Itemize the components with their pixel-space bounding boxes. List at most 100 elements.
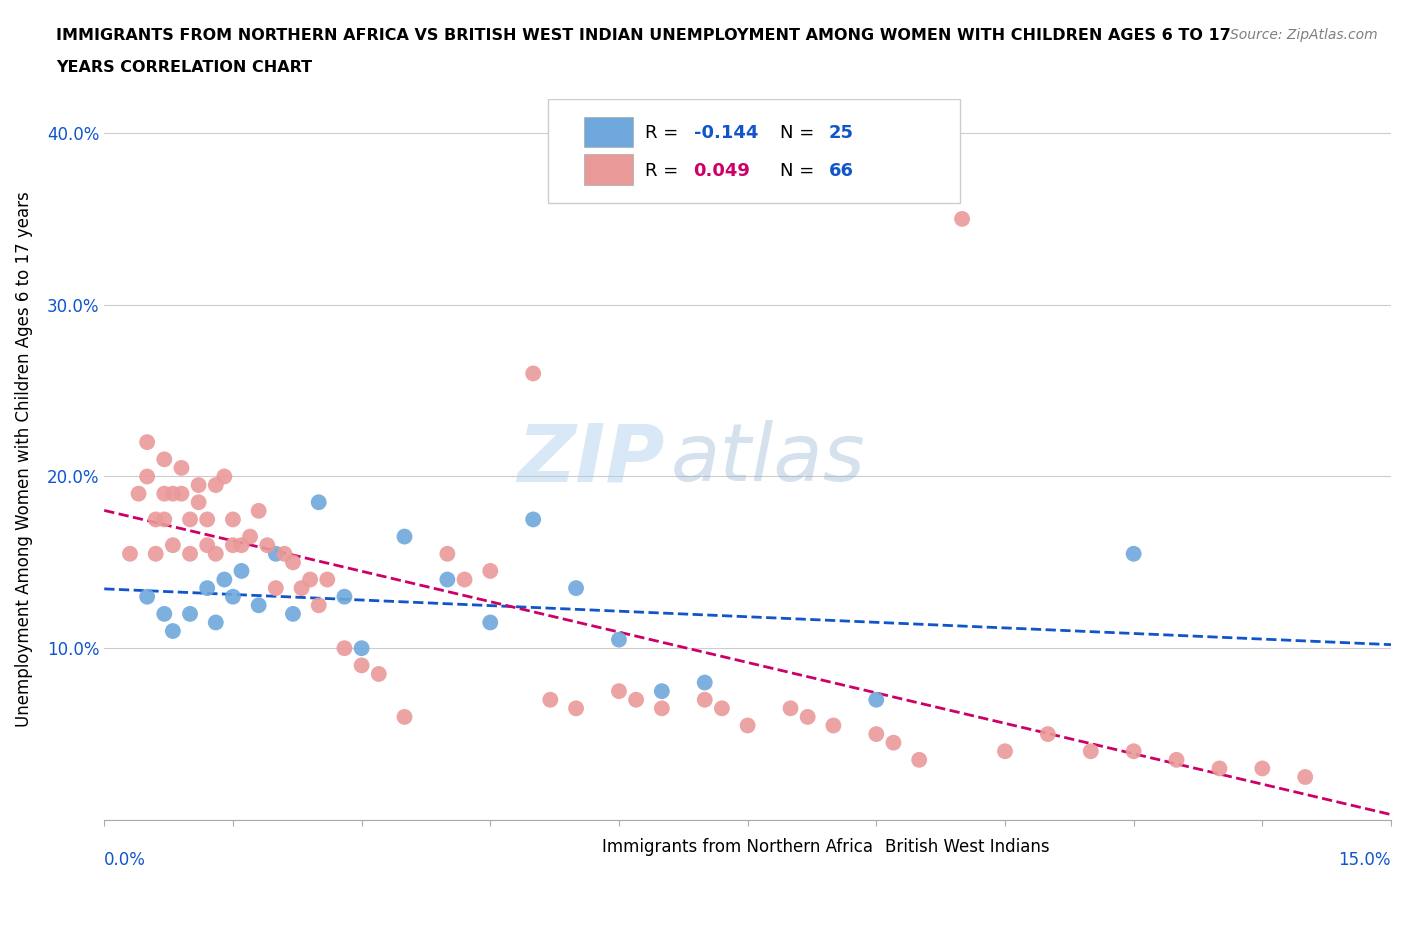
Text: R =: R = bbox=[645, 162, 683, 180]
Point bbox=[187, 478, 209, 493]
Point bbox=[162, 486, 184, 501]
Text: -0.144: -0.144 bbox=[693, 124, 758, 142]
Point bbox=[737, 718, 759, 733]
Point bbox=[179, 512, 201, 527]
Point bbox=[1122, 744, 1144, 759]
Point bbox=[823, 718, 845, 733]
Point bbox=[179, 546, 201, 561]
FancyBboxPatch shape bbox=[561, 836, 593, 857]
Point bbox=[204, 615, 226, 630]
Point bbox=[479, 615, 502, 630]
Point bbox=[118, 546, 141, 561]
Point bbox=[153, 512, 176, 527]
Point bbox=[231, 564, 253, 578]
Point bbox=[453, 572, 475, 587]
Point bbox=[882, 736, 904, 751]
Point bbox=[1294, 769, 1316, 784]
Point bbox=[607, 684, 630, 698]
Point bbox=[281, 606, 304, 621]
Point bbox=[651, 701, 673, 716]
Text: YEARS CORRELATION CHART: YEARS CORRELATION CHART bbox=[56, 60, 312, 75]
Point bbox=[222, 538, 245, 552]
Point bbox=[153, 486, 176, 501]
Text: 66: 66 bbox=[828, 162, 853, 180]
Text: British West Indians: British West Indians bbox=[886, 838, 1050, 856]
Point bbox=[239, 529, 262, 544]
Point bbox=[350, 641, 373, 656]
Point bbox=[565, 701, 588, 716]
Point bbox=[247, 503, 270, 518]
Point bbox=[153, 606, 176, 621]
Point bbox=[994, 744, 1017, 759]
Point bbox=[195, 538, 218, 552]
Point bbox=[162, 624, 184, 639]
Point bbox=[333, 641, 356, 656]
Point bbox=[538, 692, 561, 707]
Point bbox=[179, 606, 201, 621]
Point bbox=[170, 486, 193, 501]
FancyBboxPatch shape bbox=[548, 99, 960, 204]
Point bbox=[273, 546, 295, 561]
Point bbox=[565, 580, 588, 595]
Point bbox=[367, 667, 389, 682]
Point bbox=[350, 658, 373, 672]
Point bbox=[264, 546, 287, 561]
Point bbox=[204, 546, 226, 561]
Point bbox=[299, 572, 322, 587]
FancyBboxPatch shape bbox=[844, 836, 876, 857]
Point bbox=[204, 478, 226, 493]
Point bbox=[1251, 761, 1274, 776]
Point bbox=[522, 512, 544, 527]
Point bbox=[436, 546, 458, 561]
Point bbox=[1208, 761, 1230, 776]
Point bbox=[1080, 744, 1102, 759]
Point bbox=[1166, 752, 1188, 767]
Point bbox=[394, 710, 416, 724]
Point bbox=[195, 512, 218, 527]
Text: N =: N = bbox=[780, 162, 820, 180]
Point bbox=[231, 538, 253, 552]
Text: atlas: atlas bbox=[671, 420, 865, 498]
Point bbox=[908, 752, 931, 767]
Point bbox=[865, 726, 887, 741]
Point bbox=[187, 495, 209, 510]
Point bbox=[195, 580, 218, 595]
FancyBboxPatch shape bbox=[585, 117, 633, 147]
Point bbox=[247, 598, 270, 613]
Text: Immigrants from Northern Africa: Immigrants from Northern Africa bbox=[602, 838, 873, 856]
Point bbox=[394, 529, 416, 544]
Point bbox=[136, 590, 159, 604]
Point bbox=[136, 469, 159, 484]
Text: IMMIGRANTS FROM NORTHERN AFRICA VS BRITISH WEST INDIAN UNEMPLOYMENT AMONG WOMEN : IMMIGRANTS FROM NORTHERN AFRICA VS BRITI… bbox=[56, 28, 1232, 43]
Point bbox=[693, 675, 716, 690]
Point bbox=[950, 211, 973, 226]
Point bbox=[693, 692, 716, 707]
Point bbox=[1122, 546, 1144, 561]
Text: 15.0%: 15.0% bbox=[1339, 851, 1391, 869]
Point bbox=[316, 572, 339, 587]
Point bbox=[865, 692, 887, 707]
Point bbox=[290, 580, 312, 595]
Point bbox=[170, 460, 193, 475]
Point bbox=[162, 538, 184, 552]
Text: Source: ZipAtlas.com: Source: ZipAtlas.com bbox=[1230, 28, 1378, 42]
Point bbox=[214, 469, 236, 484]
Point bbox=[779, 701, 801, 716]
Point bbox=[222, 512, 245, 527]
Point bbox=[281, 555, 304, 570]
Point bbox=[308, 495, 330, 510]
Point bbox=[1036, 726, 1059, 741]
Point bbox=[264, 580, 287, 595]
Point bbox=[145, 546, 167, 561]
Text: N =: N = bbox=[780, 124, 820, 142]
Point bbox=[308, 598, 330, 613]
FancyBboxPatch shape bbox=[585, 154, 633, 184]
Text: 25: 25 bbox=[828, 124, 853, 142]
Point bbox=[128, 486, 150, 501]
Point bbox=[136, 434, 159, 449]
Point bbox=[607, 632, 630, 647]
Text: R =: R = bbox=[645, 124, 683, 142]
Point bbox=[522, 366, 544, 381]
Point bbox=[436, 572, 458, 587]
Y-axis label: Unemployment Among Women with Children Ages 6 to 17 years: Unemployment Among Women with Children A… bbox=[15, 192, 32, 727]
